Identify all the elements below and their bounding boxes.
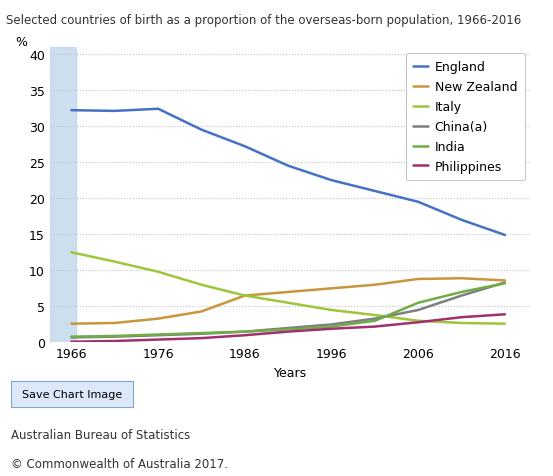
China(a) <box>242 329 248 335</box>
Italy <box>112 259 118 265</box>
Philippines <box>372 324 378 330</box>
Italy <box>458 320 465 326</box>
India <box>415 300 421 306</box>
Bar <box>50 48 76 343</box>
China(a) <box>198 331 205 337</box>
India <box>198 330 205 336</box>
New Zealand <box>458 276 465 281</box>
China(a) <box>285 326 291 331</box>
Italy <box>502 321 508 327</box>
Line: India: India <box>71 284 505 337</box>
China(a) <box>502 280 508 286</box>
Text: © Commonwealth of Australia 2017.: © Commonwealth of Australia 2017. <box>11 457 228 470</box>
Italy <box>155 269 161 275</box>
Text: Selected countries of birth as a proportion of the overseas-born population, 196: Selected countries of birth as a proport… <box>6 14 521 27</box>
England <box>198 128 205 133</box>
China(a) <box>372 316 378 322</box>
New Zealand <box>328 286 335 292</box>
England <box>68 108 75 114</box>
New Zealand <box>372 282 378 288</box>
India <box>285 327 291 333</box>
India <box>328 324 335 330</box>
Italy <box>242 293 248 299</box>
Philippines <box>285 329 291 335</box>
Philippines <box>198 336 205 341</box>
Italy <box>68 250 75 256</box>
Philippines <box>112 338 118 344</box>
India <box>458 289 465 295</box>
Line: Philippines: Philippines <box>71 315 505 342</box>
Line: New Zealand: New Zealand <box>71 278 505 324</box>
Italy <box>198 282 205 288</box>
China(a) <box>328 322 335 327</box>
New Zealand <box>155 316 161 322</box>
Philippines <box>415 320 421 326</box>
New Zealand <box>198 309 205 315</box>
Italy <box>415 318 421 324</box>
England <box>242 144 248 150</box>
New Zealand <box>242 293 248 299</box>
England <box>285 164 291 169</box>
China(a) <box>458 293 465 299</box>
New Zealand <box>285 289 291 295</box>
India <box>155 332 161 337</box>
Philippines <box>502 312 508 317</box>
India <box>68 334 75 340</box>
Philippines <box>242 333 248 338</box>
Italy <box>285 300 291 306</box>
China(a) <box>415 307 421 313</box>
Philippines <box>155 337 161 343</box>
Philippines <box>328 326 335 332</box>
China(a) <box>112 334 118 340</box>
England <box>502 233 508 238</box>
Line: England: England <box>71 109 505 236</box>
India <box>112 333 118 339</box>
England <box>372 188 378 194</box>
China(a) <box>155 333 161 338</box>
New Zealand <box>415 277 421 282</box>
New Zealand <box>112 320 118 326</box>
Text: Save Chart Image: Save Chart Image <box>22 389 122 399</box>
England <box>458 218 465 223</box>
England <box>155 107 161 112</box>
Italy <box>328 307 335 313</box>
China(a) <box>68 335 75 340</box>
X-axis label: Years: Years <box>274 366 307 379</box>
India <box>372 318 378 324</box>
Line: China(a): China(a) <box>71 283 505 337</box>
Y-axis label: %: % <box>15 36 27 49</box>
Line: Italy: Italy <box>71 253 505 324</box>
Philippines <box>458 315 465 320</box>
India <box>242 329 248 335</box>
Italy <box>372 313 378 318</box>
England <box>328 178 335 184</box>
New Zealand <box>502 278 508 284</box>
India <box>502 281 508 287</box>
Philippines <box>68 339 75 345</box>
England <box>415 199 421 205</box>
Text: Australian Bureau of Statistics: Australian Bureau of Statistics <box>11 428 190 441</box>
Legend: England, New Zealand, Italy, China(a), India, Philippines: England, New Zealand, Italy, China(a), I… <box>406 54 525 181</box>
England <box>112 109 118 115</box>
New Zealand <box>68 321 75 327</box>
